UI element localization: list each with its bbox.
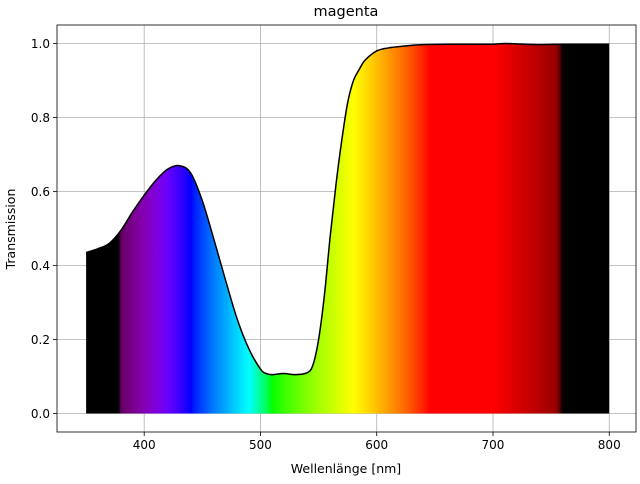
x-tick-label: 500 [249, 438, 272, 452]
chart-title: magenta [314, 4, 379, 20]
y-tick-label: 1.0 [31, 37, 50, 51]
y-tick-label: 0.2 [31, 333, 50, 347]
x-tick-label: 400 [133, 438, 156, 452]
x-axis-label: Wellenlänge [nm] [291, 461, 401, 476]
x-tick-label: 800 [598, 438, 621, 452]
y-tick-label: 0.6 [31, 185, 50, 199]
y-tick-label: 0.0 [31, 407, 50, 421]
y-tick-label: 0.4 [31, 259, 50, 273]
y-axis-label: Transmission [3, 189, 18, 271]
axes-frame [56, 24, 637, 433]
y-tick-label: 0.8 [31, 111, 50, 125]
x-tick-label: 600 [365, 438, 388, 452]
x-tick-label: 700 [482, 438, 505, 452]
x-axis: 400 500 600 700 800 [133, 432, 621, 452]
transmission-line [85, 42, 610, 376]
y-axis: 0.0 0.2 0.4 0.6 0.8 1.0 [31, 37, 57, 421]
